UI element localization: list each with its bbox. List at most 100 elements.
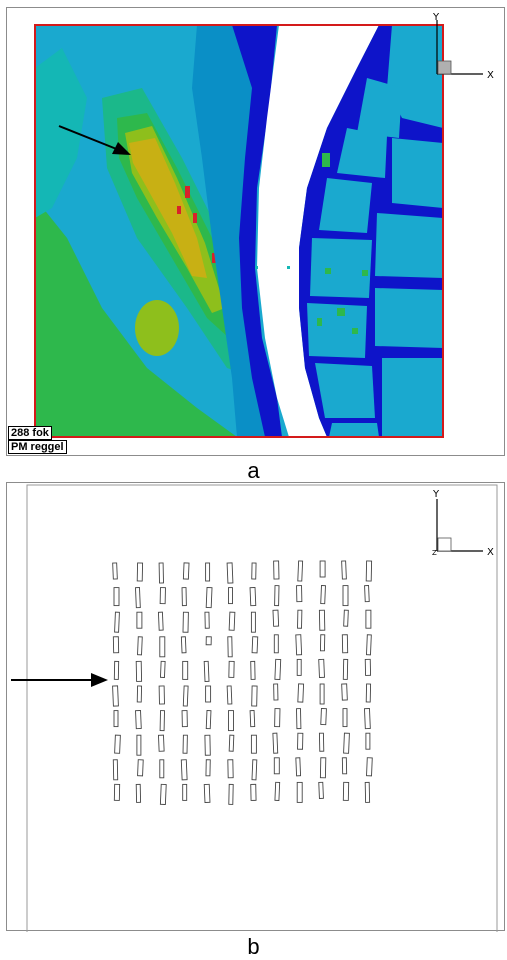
building-footprint [159,759,165,779]
building-footprint [318,609,326,631]
building-footprint [228,611,236,631]
building-footprint [205,759,211,777]
cyan-zone-upper [35,48,87,218]
building-layout: Y X Z [11,484,498,936]
building-footprint [296,585,303,603]
building-footprint [364,585,370,603]
building-footprint [250,660,256,680]
river-marker [255,266,258,269]
dark-bank-left [232,25,282,437]
building-footprint [182,562,190,580]
building-footprint [228,660,235,678]
building-footprint [228,783,234,805]
building-footprint [273,560,280,580]
building-footprint [274,708,281,728]
building-footprint [113,660,120,680]
domain-frame [26,484,498,936]
building-footprint [365,560,373,582]
building-footprint [274,585,280,607]
axis-y-label: Y [432,12,440,23]
building-footprint [136,734,142,756]
building-footprint [318,781,324,799]
building-footprint [341,757,348,775]
arrow-head [91,673,108,687]
building-footprint [135,587,141,609]
building-footprint [297,732,304,750]
building-footprint [296,658,302,676]
building-footprint [157,734,165,752]
building-footprint [364,781,371,803]
building-footprint [228,734,235,752]
building-footprint [249,710,256,728]
building-footprint [364,658,372,676]
building-footprint [250,611,256,633]
building-footprint [180,759,188,781]
building-footprint [319,683,325,705]
building-footprint [319,757,327,779]
building-footprint [365,683,372,703]
hotspot [193,213,197,223]
building-footprint [136,611,143,629]
building-footprint [182,734,188,754]
building-footprint [320,585,326,605]
axis-cube [437,537,452,552]
river-marker [287,266,290,269]
building-footprint [272,609,280,627]
building-footprint [205,685,212,703]
building-footprint [342,708,348,728]
caption-a: a [247,458,260,483]
building-footprint [297,683,305,703]
building-footprint [319,560,326,578]
building-footprint [205,587,213,609]
building-footprint [204,611,210,629]
building-footprint [181,710,188,728]
time-tag: PM reggel [8,440,67,454]
green-blob [135,300,179,356]
axis-z-label: Z [432,549,437,557]
arrow-head [112,142,131,155]
building-footprint [182,783,188,801]
building-footprint [250,783,257,801]
hotspot [212,253,216,263]
building-footprint [157,611,164,631]
building-footprint [113,587,120,607]
building-footprint [159,710,165,732]
river [257,25,379,437]
building-footprint [272,732,279,754]
building-footprint [226,685,233,705]
building-footprint [274,781,281,801]
axis-x-label: X [487,547,494,558]
building-footprint [297,609,303,629]
building-footprint [250,734,257,754]
arrow-shaft [58,125,120,151]
building-footprint [114,611,120,633]
building-footprint [366,634,372,656]
building-grid [112,560,373,805]
building-footprint [251,685,258,707]
building-footprint [343,732,350,754]
building-footprint [251,562,257,580]
building-footprint [114,734,121,754]
building-footprint [204,734,211,756]
panel-b-layout: Y X Z [6,482,505,936]
building-footprint [159,636,166,658]
building-footprint [318,732,325,752]
building-footprint [136,562,144,582]
building-footprint [343,609,349,627]
building-footprint [159,783,167,805]
building-footprint [228,587,233,605]
hotspot [177,206,181,214]
building-footprint [182,611,189,633]
building-footprint [297,560,304,582]
building-footprint [112,562,118,580]
building-footprint [112,759,119,781]
building-footprint [158,685,165,705]
building-footprint [113,783,121,801]
axis-y-label: Y [432,489,440,500]
map-frame [34,24,444,438]
building-footprint [341,634,349,654]
building-footprint [205,562,211,582]
building-footprint [112,636,120,654]
building-footprint [112,685,119,707]
building-footprint [296,781,303,803]
